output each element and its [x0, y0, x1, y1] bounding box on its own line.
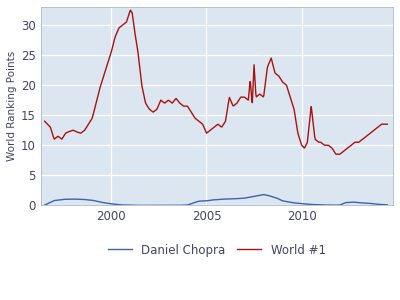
World #1: [245, 98, 250, 101]
Daniel Chopra: [42, 203, 47, 207]
Daniel Chopra: [130, 203, 135, 207]
Daniel Chopra: [385, 203, 390, 207]
Line: Daniel Chopra: Daniel Chopra: [45, 195, 387, 206]
Line: World #1: World #1: [45, 10, 387, 154]
Daniel Chopra: [272, 196, 277, 199]
World #1: [385, 122, 390, 126]
World #1: [103, 69, 108, 73]
Daniel Chopra: [302, 202, 306, 206]
Y-axis label: World Ranking Points: World Ranking Points: [7, 51, 17, 161]
Legend: Daniel Chopra, World #1: Daniel Chopra, World #1: [104, 239, 330, 262]
World #1: [301, 145, 306, 149]
Daniel Chopra: [198, 199, 203, 203]
World #1: [272, 68, 276, 71]
World #1: [128, 8, 133, 12]
Daniel Chopra: [261, 193, 266, 196]
World #1: [334, 152, 339, 156]
World #1: [198, 121, 203, 124]
Daniel Chopra: [138, 204, 142, 207]
Daniel Chopra: [103, 201, 108, 205]
World #1: [42, 119, 47, 123]
Daniel Chopra: [245, 196, 250, 200]
World #1: [131, 20, 136, 23]
